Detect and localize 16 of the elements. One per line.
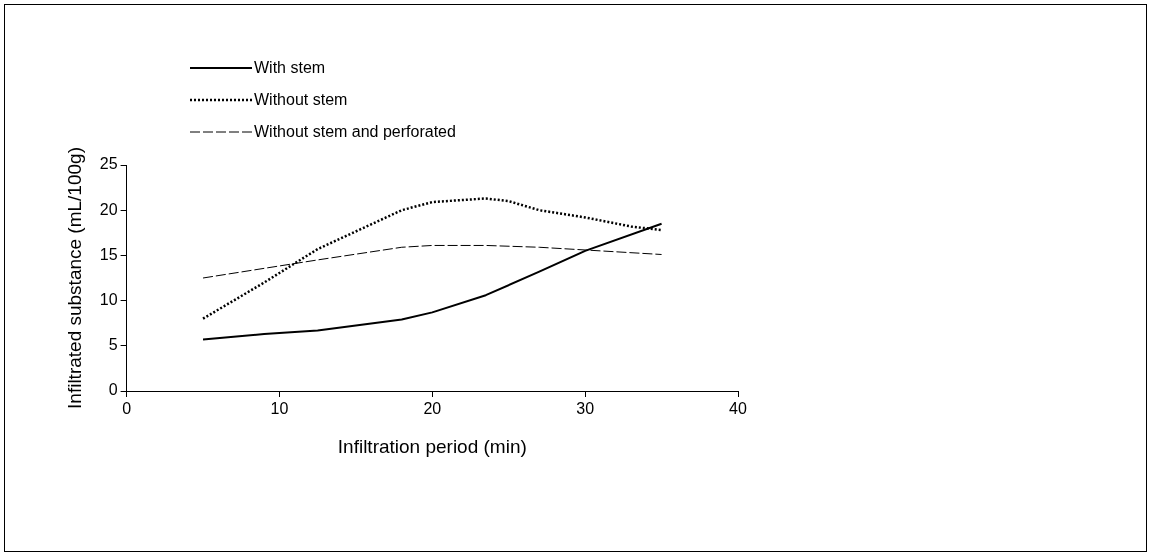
y-tick-label: 15 (99, 245, 118, 263)
x-tick-label: 40 (729, 400, 747, 418)
x-tick-label: 10 (270, 400, 289, 418)
y-axis-title: Infiltrated substance (mL/100g) (63, 147, 85, 409)
x-tick-label: 30 (576, 400, 595, 418)
y-tick-label: 10 (99, 291, 118, 309)
x-tick-label: 20 (423, 400, 442, 418)
x-axis-title: Infiltration period (min) (337, 435, 527, 457)
y-tick-label: 0 (108, 381, 118, 399)
y-tick-label: 5 (108, 336, 118, 354)
x-tick-label: 0 (122, 400, 132, 418)
legend-label: Without stem (254, 91, 348, 109)
y-tick-label: 25 (99, 155, 118, 173)
legend-label: With stem (254, 59, 326, 77)
y-tick-label: 20 (99, 200, 118, 218)
legend-label: Without stem and perforated (254, 123, 456, 141)
